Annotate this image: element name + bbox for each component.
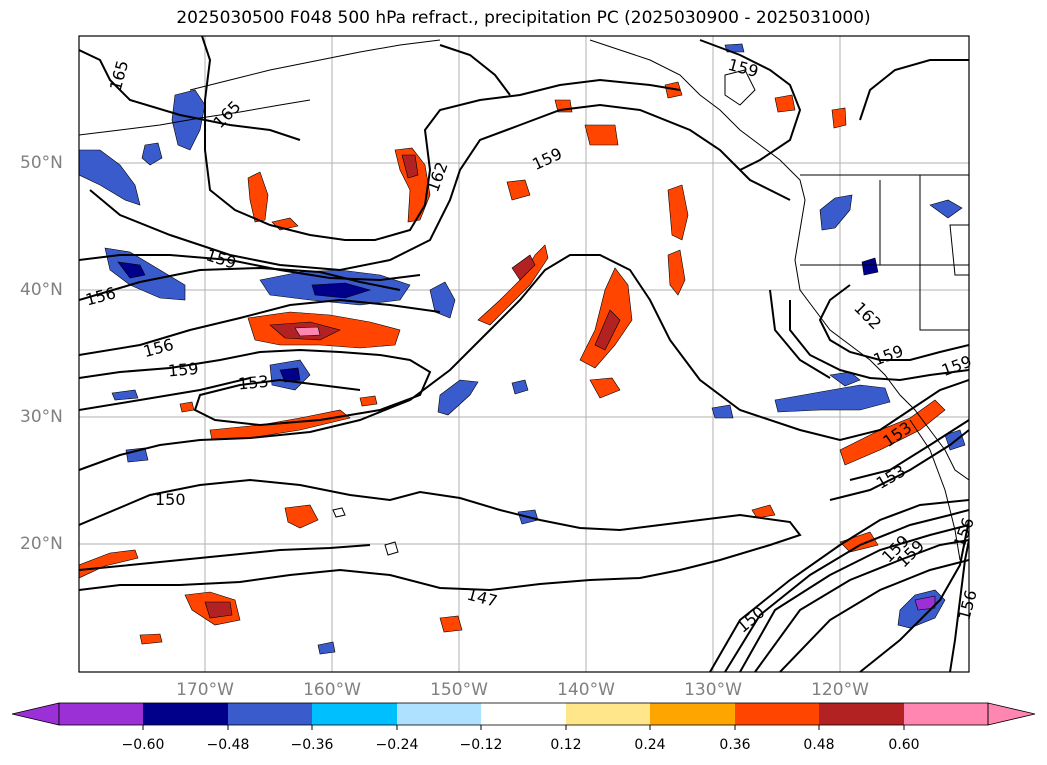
longitude-label: 120°W xyxy=(811,680,869,700)
colorbar-tick-label: −0.12 xyxy=(459,737,503,753)
colorbar-tick-label: −0.48 xyxy=(206,737,250,753)
colorbar-tick-label: −0.24 xyxy=(375,737,419,753)
latitude-label: 50°N xyxy=(20,153,63,173)
latitude-label: 20°N xyxy=(20,534,63,554)
colorbar-tick-label: −0.60 xyxy=(121,737,165,753)
longitude-label: 130°W xyxy=(684,680,742,700)
contour-label: 153 xyxy=(237,372,269,394)
coastlines xyxy=(79,39,969,561)
colorbar-tick-label: 0.48 xyxy=(803,737,835,753)
colorbar-tick-label: 0.24 xyxy=(634,737,666,753)
latitude-label: 30°N xyxy=(20,407,63,427)
refractivity-contours xyxy=(79,36,969,672)
colorbar-tick-label: 0.36 xyxy=(719,737,751,753)
longitude-label: 140°W xyxy=(557,680,615,700)
positive-anomaly-areas xyxy=(79,81,946,645)
colorbar-tick-label: 0.12 xyxy=(550,737,582,753)
colorbar-tick-label: −0.36 xyxy=(290,737,334,753)
latitude-label: 40°N xyxy=(20,280,63,300)
colorbar-tick-label: 0.60 xyxy=(888,737,920,753)
contour-label: 159 xyxy=(167,359,199,381)
contour-label: 150 xyxy=(155,490,186,509)
longitude-label: 170°W xyxy=(176,680,234,700)
map-frame xyxy=(78,35,970,673)
longitude-label: 150°W xyxy=(430,680,488,700)
longitude-label: 160°W xyxy=(303,680,361,700)
map-title: 2025030500 F048 500 hPa refract., precip… xyxy=(176,8,871,28)
